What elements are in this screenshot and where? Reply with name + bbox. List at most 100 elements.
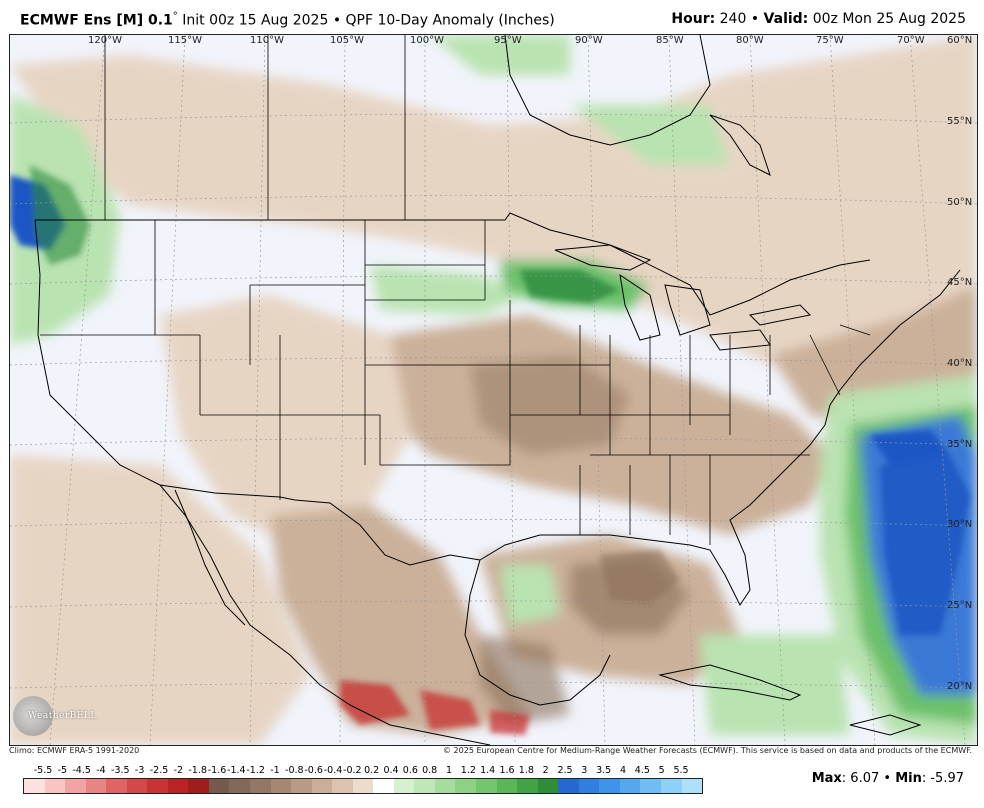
colorbar-tick-label: 0.6 [402,765,418,776]
min-label: Min [895,771,922,786]
colorbar-swatch [188,779,209,793]
colorbar-tick-label: 1.8 [518,765,534,776]
logo-disc [13,696,53,736]
lon-label: 85°W [656,35,684,46]
map-header: ECMWF Ens [M] 0.1° Init 00z 15 Aug 2025 … [0,0,984,34]
colorbar-tick-label: -1.6 [207,765,227,776]
anomaly-detail [10,165,970,735]
colorbar-swatch [65,779,86,793]
colorbar-swatch [311,779,333,793]
wet-dark-upper-midwest [520,270,620,303]
min-value: : -5.97 [921,771,964,786]
colorbar-tick-label: 4.5 [634,765,650,776]
colorbar-swatch [250,779,271,793]
mexico-pacific-coast [159,484,491,745]
lon-label: 95°W [494,35,522,46]
colorbar-tick-label: 2.5 [557,765,573,776]
climo-credit: Climo: ECMWF ERA-5 1991-2020 [9,746,140,755]
colorbar-swatch [208,779,230,793]
colorbar-swatch [106,779,127,793]
anomaly-shading [10,35,977,745]
lon-label: 120°W [88,35,122,46]
logo-text: WeatherBELL [28,711,97,721]
colorbar-tick-label: 4 [619,765,627,776]
colorbar-tick-label: -4 [96,765,106,776]
dry-region-mexico [270,505,530,735]
colorbar-swatch [373,779,394,793]
anomaly-map: 120°W 115°W 110°W 105°W 100°W 95°W 90°W … [9,34,978,746]
lon-label: 100°W [410,35,444,46]
lat-label: 60°N [947,35,973,46]
colorbar-tick-label: 2 [542,765,549,776]
colorbar-tick-label: 0.4 [383,765,399,776]
lat-label: 45°N [947,277,973,288]
colorbar-swatch [640,779,661,793]
colorbar-swatch [599,779,620,793]
colorbar-swatch [578,779,600,793]
lon-label: 70°W [897,35,925,46]
us-east-coast [824,269,961,426]
boundaries [34,35,961,745]
canada-us-border [35,212,871,316]
wet-blue-atlantic-core [880,455,970,635]
colorbar-swatch [352,779,374,793]
colorbar-tick-label: -0.2 [343,765,362,776]
wet-region-northern-plains [370,265,530,315]
james-bay [709,114,771,176]
us-gulf-coast [479,424,826,606]
lat-label: 55°N [947,116,973,127]
colorbar-tick-label: -5.5 [33,765,53,776]
dry-region-pacific [10,455,310,745]
ecmwf-copyright: © 2025 European Centre for Medium-Range … [443,746,972,755]
colorbar-tick-label: -2.5 [149,765,169,776]
colorbar-tick-label: 3 [581,765,588,776]
colorbar-swatch [496,779,518,793]
init-text: Init 00z 15 Aug 2025 • QPF 10-Day Anomal… [177,12,555,29]
dry-dark-bay-campeche [480,635,570,725]
colorbar-tick-label: -1.8 [188,765,207,776]
map-canvas [10,35,977,745]
colorbar-swatch [229,779,251,793]
hispaniola [849,714,922,736]
wet-region-hudson [430,35,570,75]
lat-label: 20°N [947,681,973,692]
colorbar-labels: -5.5 -5 -4.5 -4 -3.5 -3 -2.5 -2 -1.8 -1.6 -1.4 -1.2… [20,765,710,777]
model-name: ECMWF Ens [M] 0.1 [20,12,173,29]
lon-label: 75°W [816,35,844,46]
lat-label: 40°N [947,358,973,369]
colorbar-tick-label: -2 [173,765,184,776]
valid-value: 00z Mon 25 Aug 2025 [808,11,966,27]
colorbar-tick-label: 3.5 [596,765,612,776]
weatherbell-logo: WeatherBELL [13,696,108,740]
max-value: : 6.07 • [841,771,896,786]
colorbar-tick-label: 5.5 [673,765,689,776]
lat-label: 35°N [947,439,973,450]
hour-label: Hour: [671,11,716,27]
colorbar-tick-label: -3 [134,765,145,776]
wet-region-caribbean [700,635,850,735]
colorbar-swatch [85,779,107,793]
colorbar-swatch [558,779,579,793]
colorbar-tick-label: -5 [57,765,68,776]
colorbar-tick-label: -4.5 [72,765,91,776]
dry-region-canada-plains [10,35,977,365]
state-province-lines [40,35,871,545]
baja-california [174,489,246,626]
colorbar-swatch [455,779,477,793]
colorbar-swatch [291,779,312,793]
colorbar-tick-label: 1.4 [480,765,496,776]
colorbar-tick-label: -0.6 [304,765,323,776]
colorbar-tick-label: -0.4 [323,765,343,776]
graticule [10,35,977,745]
dry-red-mexico-1 [340,680,410,725]
colorbar-tick-label: -3.5 [111,765,130,776]
colorbar-swatch [414,779,435,793]
colorbar-tick-label: 1.2 [460,765,476,776]
colorbar-tick-label: -1.4 [227,765,246,776]
colorbar [23,778,703,794]
lon-label: 80°W [736,35,764,46]
colorbar-swatch [681,779,703,793]
lat-label: 30°N [947,519,973,530]
lon-label: 105°W [330,35,364,46]
max-min-stats: Max: 6.07 • Min: -5.97 [812,771,964,786]
